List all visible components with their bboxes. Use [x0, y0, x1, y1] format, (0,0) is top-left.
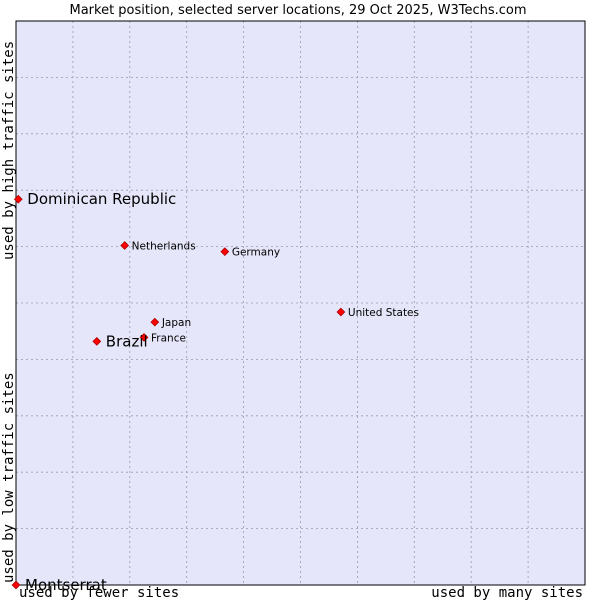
- chart-title: Market position, selected server locatio…: [69, 3, 526, 18]
- label-united-states: United States: [348, 307, 419, 319]
- x-axis-label-left: used by fewer sites: [19, 585, 179, 600]
- point-dominican-republic: [13, 194, 23, 204]
- point-montserrat: [11, 580, 21, 590]
- label-france: France: [151, 332, 186, 344]
- label-brazil: Brazil: [106, 332, 148, 350]
- label-germany: Germany: [232, 247, 280, 259]
- label-montserrat: Montserrat: [25, 576, 107, 594]
- x-axis-label-right: used by many sites: [431, 585, 583, 600]
- label-japan: Japan: [161, 317, 191, 329]
- grid-lines: [16, 21, 585, 585]
- y-axis-label-top: used by high traffic sites: [1, 41, 17, 260]
- point-japan: [150, 317, 160, 327]
- label-netherlands: Netherlands: [132, 240, 196, 252]
- point-germany: [220, 247, 230, 257]
- point-united-states: [336, 307, 346, 317]
- point-france: [139, 333, 149, 342]
- label-dominican-republic: Dominican Republic: [27, 190, 176, 208]
- y-axis-label-bottom: used by low traffic sites: [1, 372, 17, 583]
- point-netherlands: [120, 241, 130, 250]
- point-brazil: [92, 336, 102, 346]
- plot-border: [15, 20, 586, 586]
- data-points: Dominican Republic Netherlands Germany Unit…: [11, 190, 419, 594]
